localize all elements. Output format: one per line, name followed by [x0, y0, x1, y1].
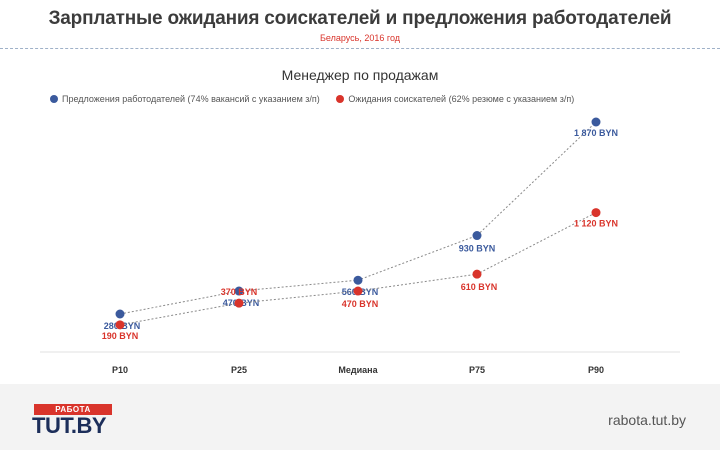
data-point-0 [591, 117, 601, 127]
legend-dot-offers-icon [50, 95, 58, 103]
legend-dot-expectations-icon [336, 95, 345, 103]
data-label-0: 1 870 BYN [574, 128, 618, 138]
legend-label-offers: Предложения работодателей (74% вакансий … [62, 94, 320, 104]
data-point-1 [115, 320, 125, 330]
data-label-1: 190 BYN [102, 331, 139, 341]
data-label-1: 370 BYN [221, 287, 258, 297]
page-title: Зарплатные ожидания соискателей и предло… [48, 8, 672, 29]
site-url-link[interactable]: rabota.tut.by [608, 412, 686, 428]
x-tick-label: P10 [112, 365, 128, 375]
data-point-1 [472, 269, 482, 279]
data-label-0: 930 BYN [459, 244, 496, 254]
header-divider [0, 48, 720, 49]
data-label-1: 470 BYN [342, 299, 379, 309]
series-line-0 [119, 121, 597, 315]
x-tick-label: Медиана [338, 365, 378, 375]
data-point-0 [353, 275, 363, 285]
x-tick-label: P25 [231, 365, 247, 375]
x-tick-label: P75 [469, 365, 485, 375]
legend-item-expectations: Ожидания соискателей (62% резюме с указа… [336, 94, 574, 104]
chart-title: Менеджер по продажам [281, 67, 439, 83]
legend-item-offers: Предложения работодателей (74% вакансий … [50, 94, 320, 104]
data-point-1 [591, 208, 601, 218]
data-point-0 [472, 231, 482, 241]
data-label-1: 1 120 BYN [574, 219, 618, 229]
logo[interactable]: TUT.BY [32, 413, 107, 438]
data-label-1: 610 BYN [461, 282, 498, 292]
data-point-1 [353, 286, 363, 296]
chart-legend: Предложения работодателей (74% вакансий … [50, 94, 690, 104]
x-tick-label: P90 [588, 365, 604, 375]
data-point-0 [115, 309, 125, 319]
data-point-1 [234, 298, 244, 308]
logo-badge: РАБОТА [34, 404, 112, 415]
legend-label-expectations: Ожидания соискателей (62% резюме с указа… [348, 94, 575, 104]
footer [0, 384, 720, 450]
header: Зарплатные ожидания соискателей и предло… [0, 0, 720, 50]
data-point-0 [234, 286, 244, 296]
page-subtitle: Беларусь, 2016 год [319, 33, 401, 43]
